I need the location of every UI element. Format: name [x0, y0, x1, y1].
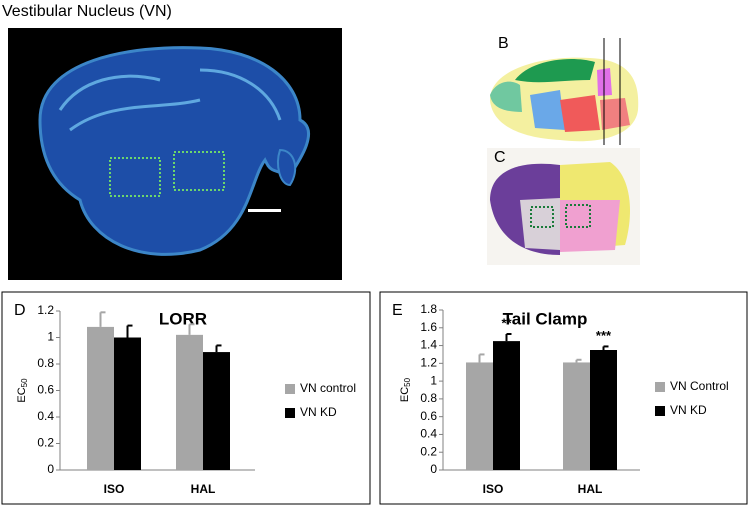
y-tick-label: 1.8 — [420, 302, 437, 316]
x-tick-label: ISO — [104, 482, 125, 496]
y-axis-label-sub: 50 — [20, 378, 29, 387]
y-tick-label: 0.4 — [420, 427, 437, 441]
legend-label: VN KD — [670, 403, 707, 417]
panel-label: E — [392, 302, 403, 319]
panel-label: D — [14, 302, 26, 319]
legend-label: VN control — [300, 381, 356, 395]
error-bar — [215, 344, 222, 353]
y-tick-label: 0.6 — [37, 383, 54, 397]
legend-swatch — [655, 406, 665, 416]
y-tick-label: 1.6 — [420, 320, 437, 334]
y-axis-label: EC50 — [16, 378, 29, 403]
bar — [114, 337, 141, 470]
y-tick-label: 1.4 — [420, 338, 437, 352]
error-bar — [99, 311, 106, 327]
error-bar — [575, 358, 582, 363]
error-bar — [126, 324, 133, 338]
y-tick-label: 1.2 — [420, 356, 437, 370]
panel-frame — [379, 291, 748, 505]
x-tick-label: HAL — [578, 482, 603, 496]
chart-title: Tail Clamp — [503, 309, 588, 328]
bar — [87, 326, 114, 470]
y-tick-label: 0 — [430, 462, 437, 476]
legend-swatch — [285, 408, 295, 418]
significance-label: ** — [501, 315, 512, 330]
bar — [493, 341, 520, 470]
figure-title: Vestibular Nucleus (VN) — [2, 3, 172, 20]
y-tick-label: 0 — [47, 462, 54, 476]
y-tick-label: 1 — [47, 330, 54, 344]
y-axis-label-sub: 50 — [403, 377, 412, 386]
legend-swatch — [285, 384, 295, 394]
bar — [563, 362, 590, 470]
panel-c-image — [487, 148, 640, 265]
error-bar — [478, 353, 485, 363]
panel-b-image — [490, 38, 639, 145]
legend-label: VN Control — [670, 379, 729, 393]
y-tick-label: 1 — [430, 373, 437, 387]
legend-label: VN KD — [300, 405, 337, 419]
panel-label: A — [15, 33, 26, 50]
error-bar — [505, 333, 512, 342]
y-axis-label-main: EC — [399, 387, 411, 402]
y-tick-label: 0.8 — [37, 356, 54, 370]
significance-label: *** — [596, 328, 612, 343]
y-tick-label: 1.2 — [37, 303, 54, 317]
y-tick-label: 0.4 — [37, 409, 54, 423]
bar — [590, 350, 617, 470]
y-axis-label-main: EC — [16, 387, 28, 402]
x-tick-label: HAL — [191, 482, 216, 496]
x-tick-label: ISO — [483, 482, 504, 496]
y-tick-label: 0.6 — [420, 409, 437, 423]
bar — [176, 334, 203, 470]
legend-swatch — [655, 382, 665, 392]
panel-label: C — [494, 149, 506, 166]
panel-a-image — [8, 28, 342, 280]
y-tick-label: 0.8 — [420, 391, 437, 405]
y-tick-label: 0.2 — [420, 444, 437, 458]
panel-label: B — [498, 35, 509, 52]
y-axis-label: EC50 — [399, 377, 412, 402]
y-tick-label: 0.2 — [37, 436, 54, 450]
chart-title: LORR — [159, 309, 207, 328]
bar — [203, 352, 230, 470]
error-bar — [188, 323, 195, 335]
error-bar — [602, 345, 609, 350]
panel-frame — [1, 291, 371, 505]
bar — [466, 362, 493, 470]
